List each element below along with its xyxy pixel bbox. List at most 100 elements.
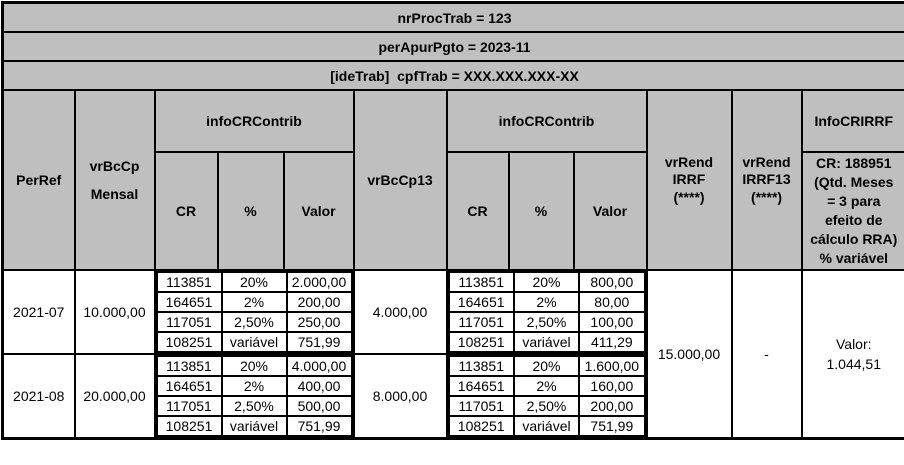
cr-cell: 108251 (156, 331, 223, 352)
title-row: nrProcTrab = 123 (1, 1, 904, 33)
contrib-row: 117051 2,50% 100,00 (448, 311, 645, 333)
vrrend-irrf-cell: 15.000,00 (645, 269, 733, 440)
cr-cell: 164651 (448, 291, 515, 313)
pct-cell: variável (512, 415, 581, 437)
vrrend-irrf13-cell: - (730, 269, 803, 440)
col-header-vrbccp-mensal: vrBcCp Mensal (73, 89, 156, 271)
contrib-row: 108251 variável 751,99 (448, 415, 645, 437)
col-header-cr: CR (445, 151, 510, 271)
valor-cell: 751,99 (578, 415, 645, 437)
title-row: perApurPgto = 2023-11 (1, 31, 904, 62)
contrib-row: 117051 2,50% 200,00 (448, 395, 645, 417)
payroll-table: nrProcTrab = 123 perApurPgto = 2023-11 [… (1, 1, 904, 440)
infocrcontrib-mensal-group: 113851 20% 4.000,00 164651 2% 400,00 117… (153, 353, 355, 440)
valor-cell: 1.600,00 (578, 355, 645, 377)
cr-cell: 117051 (448, 395, 515, 417)
pct-cell: 2,50% (220, 395, 288, 417)
pct-cell: 2,50% (512, 311, 581, 333)
infocrcontrib-13-group: 113851 20% 1.600,00 164651 2% 160,00 117… (445, 353, 648, 440)
cr-cell: 164651 (156, 291, 223, 313)
cr-cell: 113851 (156, 272, 223, 293)
cr-cell: 164651 (156, 375, 223, 397)
vrbccp-mensal-cell: 10.000,00 (73, 269, 156, 355)
title-nrproctrab: nrProcTrab = 123 (1, 1, 904, 33)
pct-cell: 2% (512, 375, 581, 397)
valor-cell: 4.000,00 (285, 355, 352, 377)
vrbccp13-cell: 8.000,00 (352, 353, 448, 440)
cr-cell: 108251 (448, 415, 515, 437)
contrib-row: 117051 2,50% 250,00 (156, 311, 352, 333)
pct-cell: variável (220, 415, 288, 437)
valor-cell: 751,99 (285, 331, 352, 352)
cr-cell: 117051 (156, 311, 223, 333)
col-header-perref: PerRef (1, 89, 76, 271)
title-row: [ideTrab] cpfTrab = XXX.XXX.XXX-XX (1, 60, 904, 91)
col-header-valor: Valor (572, 151, 648, 271)
contrib-row: 108251 variável 751,99 (156, 415, 352, 437)
contrib-row: 113851 20% 800,00 (448, 272, 645, 293)
contrib-row: 117051 2,50% 500,00 (156, 395, 352, 417)
table-row-2021-07: 2021-07 10.000,00 113851 20% 2.000,00 16… (1, 269, 904, 440)
col-header-pct: % (216, 151, 285, 271)
valor-cell: 100,00 (578, 311, 645, 333)
pct-cell: 20% (220, 355, 288, 377)
infocrcontrib-13-group: 113851 20% 800,00 164651 2% 80,00 117051… (445, 269, 648, 355)
table-row-2021-08: 2021-08 20.000,00 113851 20% 4.000,00 16… (1, 353, 904, 440)
contrib-row: 164651 2% 160,00 (448, 375, 645, 397)
perref-cell: 2021-08 (1, 353, 76, 440)
valor-cell: 411,29 (578, 331, 645, 352)
contrib-row: 164651 2% 80,00 (448, 291, 645, 313)
col-header-vrrend-irrf13: vrRend IRRF13 (****) (730, 89, 803, 271)
cr-cell: 108251 (156, 415, 223, 437)
vrbccp-mensal-cell: 20.000,00 (73, 353, 156, 440)
cr-cell: 117051 (156, 395, 223, 417)
cr-cell: 113851 (448, 272, 515, 293)
col-header-cr: CR (153, 151, 219, 271)
valor-cell: 2.000,00 (285, 272, 352, 293)
valor-cell: 200,00 (578, 395, 645, 417)
pct-cell: variável (220, 331, 288, 352)
valor-cell: 200,00 (285, 291, 352, 313)
valor-cell: 160,00 (578, 375, 645, 397)
cr-cell: 164651 (448, 375, 515, 397)
contrib-subtable: 113851 20% 1.600,00 164651 2% 160,00 117… (448, 355, 645, 437)
pct-cell: 20% (512, 355, 581, 377)
pct-cell: 20% (512, 272, 581, 293)
pct-cell: variável (512, 331, 581, 352)
pct-cell: 2% (220, 291, 288, 313)
col-header-pct: % (507, 151, 575, 271)
valor-cell: 400,00 (285, 375, 352, 397)
contrib-row: 113851 20% 2.000,00 (156, 272, 352, 293)
pct-cell: 2% (220, 375, 288, 397)
contrib-subtable: 113851 20% 2.000,00 164651 2% 200,00 117… (156, 272, 352, 352)
valor-cell: 751,99 (285, 415, 352, 437)
group-header-infocrcontrib-13: infoCRContrib (445, 89, 648, 153)
pct-cell: 2,50% (512, 395, 581, 417)
perref-cell: 2021-07 (1, 269, 76, 355)
pct-cell: 20% (220, 272, 288, 293)
cr-cell: 117051 (448, 311, 515, 333)
valor-cell: 250,00 (285, 311, 352, 333)
contrib-row: 164651 2% 400,00 (156, 375, 352, 397)
contrib-subtable: 113851 20% 4.000,00 164651 2% 400,00 117… (156, 355, 352, 437)
header-row-groups: PerRef vrBcCp Mensal infoCRContrib vrBcC… (1, 89, 904, 271)
contrib-row: 113851 20% 1.600,00 (448, 355, 645, 377)
cr-cell: 113851 (156, 355, 223, 377)
contrib-row: 113851 20% 4.000,00 (156, 355, 352, 377)
cr-cell: 108251 (448, 331, 515, 352)
valor-cell: 800,00 (578, 272, 645, 293)
group-header-infocrcontrib-mensal: infoCRContrib (153, 89, 355, 153)
col-header-valor: Valor (282, 151, 355, 271)
title-idetrab-cpftrab: [ideTrab] cpfTrab = XXX.XXX.XXX-XX (1, 60, 904, 91)
col-header-vrrend-irrf: vrRend IRRF (****) (645, 89, 733, 271)
vrbccp13-cell: 4.000,00 (352, 269, 448, 355)
infocrirrf-note: CR: 188951 (Qtd. Meses = 3 para efeito d… (800, 151, 904, 271)
col-header-infocrirrf: InfoCRIRRF (800, 89, 904, 153)
cr-cell: 113851 (448, 355, 515, 377)
pct-cell: 2% (512, 291, 581, 313)
contrib-row: 164651 2% 200,00 (156, 291, 352, 313)
valor-cell: 80,00 (578, 291, 645, 313)
contrib-subtable: 113851 20% 800,00 164651 2% 80,00 117051… (448, 272, 645, 352)
title-perapurpgto: perApurPgto = 2023-11 (1, 31, 904, 62)
